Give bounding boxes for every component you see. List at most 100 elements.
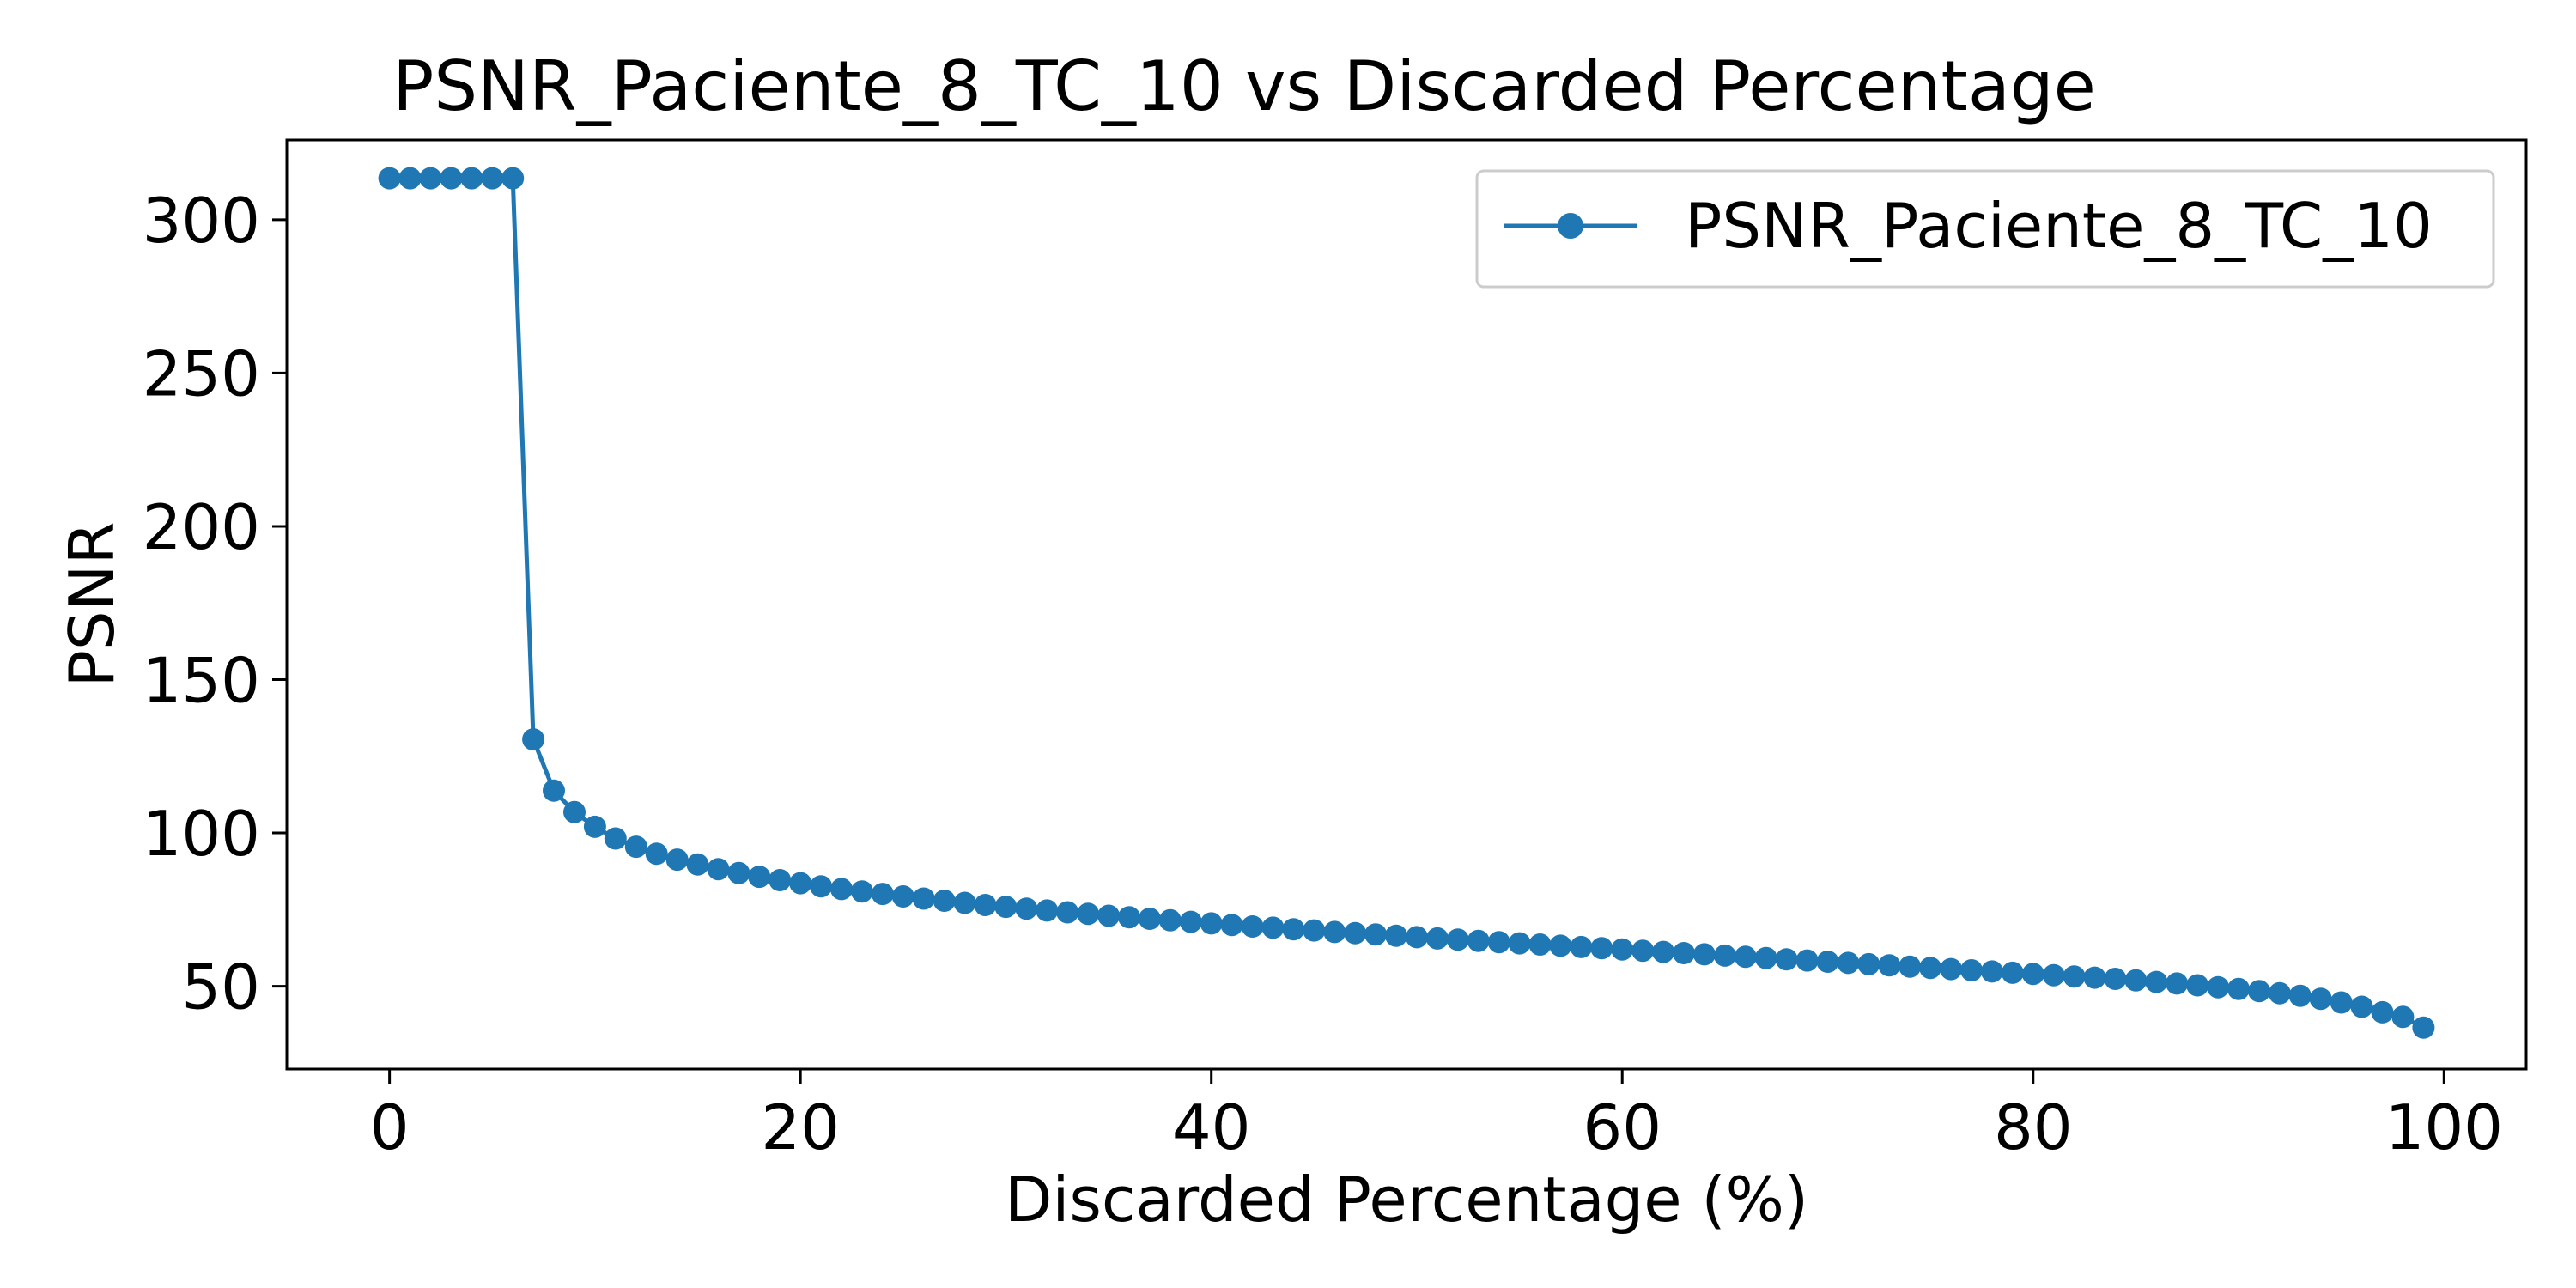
data-point [1611, 938, 1634, 961]
data-point [1940, 957, 1963, 981]
x-tick-label: 0 [370, 1091, 410, 1163]
x-tick-label: 60 [1583, 1091, 1662, 1163]
data-point [769, 869, 792, 891]
data-point [1056, 901, 1079, 924]
data-point [1734, 945, 1757, 969]
data-point [830, 878, 853, 901]
data-point [2166, 972, 2189, 995]
data-point [2330, 991, 2353, 1014]
data-point [1878, 954, 1901, 977]
data-point [707, 858, 730, 881]
data-point [419, 167, 442, 190]
data-point [994, 896, 1018, 919]
data-point [378, 167, 401, 190]
data-point [1857, 952, 1880, 975]
data-point [871, 883, 894, 906]
data-point [1406, 926, 1428, 949]
data-point [810, 875, 833, 898]
x-tick-label: 80 [1994, 1091, 2073, 1163]
y-tick-label: 200 [143, 491, 260, 563]
data-point [1673, 942, 1695, 964]
data-point [1980, 960, 2003, 983]
data-point [1590, 937, 1613, 960]
data-point [1220, 914, 1243, 937]
data-point [1795, 949, 1819, 972]
chart-title: PSNR_Paciente_8_TC_10 vs Discarded Perce… [392, 46, 2096, 126]
data-point [1528, 933, 1552, 956]
data-point [1364, 923, 1388, 946]
data-point [748, 866, 771, 889]
data-point [891, 885, 914, 908]
data-point [460, 167, 483, 190]
y-tick-label: 100 [143, 798, 260, 870]
data-point [1179, 910, 1202, 933]
y-tick-label: 250 [143, 337, 260, 410]
data-point [2412, 1016, 2435, 1039]
data-point [1303, 919, 1326, 942]
data-point [686, 853, 709, 876]
data-point [1960, 959, 1983, 981]
data-point [953, 891, 976, 914]
series-layer [378, 167, 2435, 1039]
data-point [974, 894, 997, 916]
data-point [522, 728, 545, 751]
data-point [604, 827, 627, 850]
x-axis-ticks: 0 20 40 60 80 100 [370, 1069, 2503, 1163]
data-point [2186, 974, 2209, 997]
data-point [2104, 968, 2127, 990]
data-point [1077, 902, 1100, 926]
x-axis-label: Discarded Percentage (%) [1005, 1163, 1808, 1236]
data-point [1549, 934, 1572, 957]
data-point [1241, 915, 1264, 938]
data-point [1036, 899, 1059, 922]
y-tick-label: 150 [143, 644, 260, 716]
plot-frame [285, 138, 2528, 1071]
data-point [2021, 963, 2044, 986]
data-point [1713, 944, 1736, 967]
y-tick-label: 50 [181, 951, 260, 1024]
data-point [1816, 951, 1839, 973]
legend-marker [1558, 213, 1583, 239]
data-point [912, 887, 935, 910]
legend-label: PSNR_Paciente_8_TC_10 [1685, 190, 2433, 262]
data-point [1631, 939, 1655, 963]
data-point [2309, 987, 2332, 1011]
data-point [1261, 916, 1285, 939]
series-line [389, 176, 2425, 1030]
x-tick-label: 100 [2385, 1091, 2503, 1163]
data-point [1837, 951, 1860, 975]
data-point [2145, 970, 2168, 993]
data-point [2001, 961, 2024, 984]
data-point [398, 167, 422, 190]
data-point [583, 815, 606, 838]
data-point [1282, 918, 1305, 941]
data-point [2063, 965, 2086, 988]
data-point [1570, 935, 1593, 958]
data-point [1385, 924, 1407, 947]
data-point [440, 167, 463, 190]
y-axis-label: PSNR [56, 521, 128, 687]
data-point [1652, 940, 1675, 963]
data-point [1323, 920, 1346, 944]
data-point [1344, 921, 1367, 945]
data-point [1097, 904, 1121, 927]
data-point [2227, 977, 2250, 1000]
data-point [1692, 943, 1716, 966]
data-point [481, 167, 504, 190]
data-point [2268, 981, 2291, 1005]
data-point [1919, 957, 1942, 980]
data-point [789, 872, 812, 895]
data-point [1446, 928, 1469, 951]
data-point [1754, 946, 1777, 969]
data-point [2042, 963, 2065, 987]
data-point [1775, 948, 1798, 971]
data-point [2207, 975, 2230, 999]
data-point [2288, 984, 2312, 1007]
data-point [933, 890, 956, 912]
data-point [1015, 897, 1038, 920]
data-point [2350, 995, 2373, 1018]
legend: PSNR_Paciente_8_TC_10 [1475, 169, 2495, 289]
data-point [624, 835, 647, 859]
data-point [1425, 927, 1449, 950]
